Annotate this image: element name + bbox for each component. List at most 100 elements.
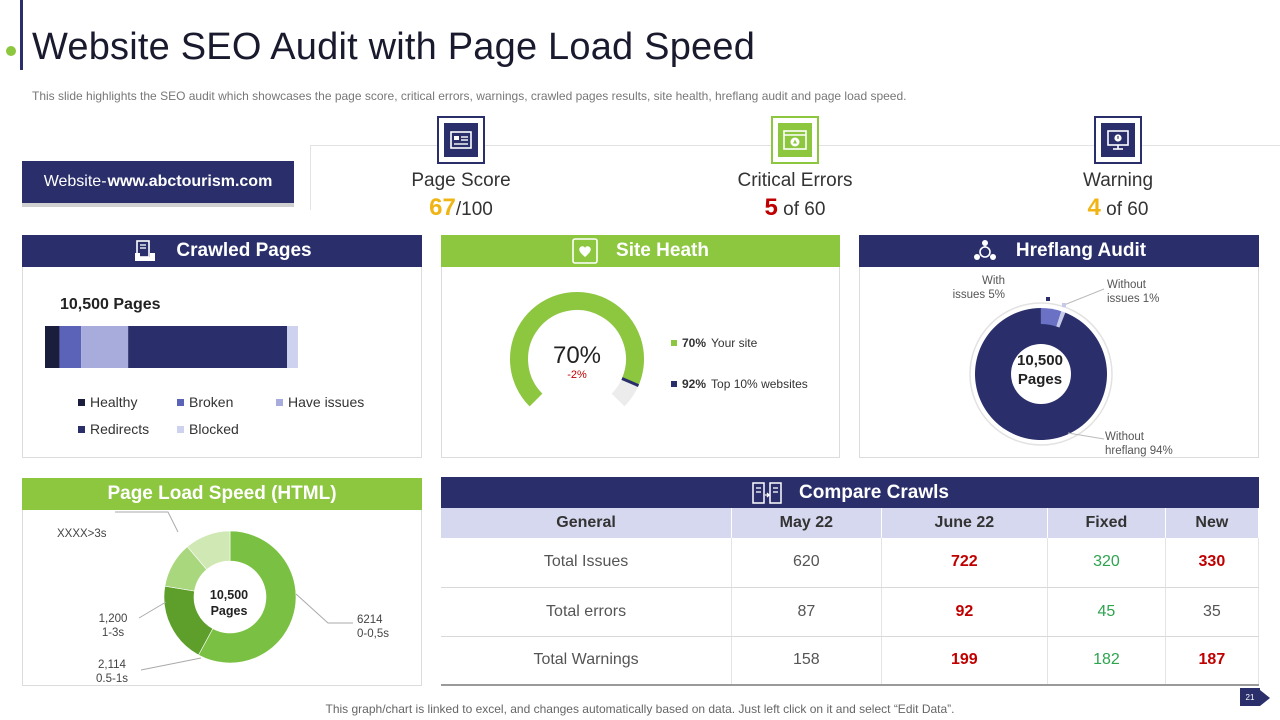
speed-label-fastest: 6214 0-0,5s	[357, 614, 389, 640]
hreflang-outer-ring	[969, 302, 1113, 446]
hreflang-leader-without-hreflang	[1067, 432, 1105, 440]
speed-leader-slow	[115, 511, 179, 533]
table-row: Total errors 87 92 45 35	[441, 587, 1260, 637]
scorecard-icon	[437, 116, 485, 164]
cell-may: 87	[731, 587, 882, 637]
cell-fixed: 45	[1047, 587, 1166, 637]
cell-new: 187	[1165, 636, 1260, 686]
compare-crawls-table: General May 22 June 22 Fixed New Total I…	[441, 508, 1260, 686]
kpi-warning: Warning 4 of 60	[998, 116, 1238, 222]
legend-top-websites: 92% Top 10% websites	[671, 377, 808, 391]
kpi-critical-errors-value: 5 of 60	[764, 194, 826, 221]
legend-redirects: Redirects	[78, 421, 149, 437]
page-subtitle: This slide highlights the SEO audit whic…	[32, 89, 907, 103]
table-row: Total Issues 620 722 320 330	[441, 538, 1260, 588]
site-health-gauge	[510, 292, 644, 407]
crawled-pages-title: Crawled Pages	[176, 240, 312, 261]
page-load-speed-panel: Page Load Speed (HTML) 10,500 Pages XXXX>…	[22, 478, 422, 686]
cell-june: 199	[881, 636, 1049, 686]
crawled-pages-header: Crawled Pages	[22, 235, 422, 267]
kpi-page-score: Page Score 67/100	[341, 116, 581, 222]
cell-new: 330	[1165, 538, 1260, 588]
title-accent-dot	[6, 46, 16, 56]
row-label: Total Warnings	[441, 636, 733, 686]
col-fixed: Fixed	[1047, 508, 1166, 538]
site-health-header: Site Heath	[441, 235, 840, 267]
hreflang-center-disc	[1011, 344, 1071, 404]
cell-fixed: 182	[1047, 636, 1166, 686]
bar-segment-have-issues	[81, 326, 129, 368]
legend-your-site: 70% Your site	[671, 336, 757, 350]
cell-fixed: 320	[1047, 538, 1166, 588]
monitor-warning-icon	[1094, 116, 1142, 164]
document-icon	[132, 239, 158, 263]
title-accent-bar	[20, 0, 23, 70]
speed-label-slow: XXXX>3s	[57, 528, 107, 540]
hreflang-donut-chart	[969, 288, 1113, 446]
speed-donut-hole	[194, 561, 266, 633]
crawled-pages-total: 10,500 Pages	[60, 296, 161, 313]
page-load-speed-donut-chart	[115, 511, 353, 671]
row-label: Total Issues	[441, 538, 733, 588]
hreflang-audit-panel: Hreflang Audit 10,500 Pages With issues 5%…	[859, 235, 1259, 458]
kpi-critical-errors-label: Critical Errors	[737, 170, 853, 191]
heart-monitor-icon	[572, 238, 598, 264]
kpi-page-score-label: Page Score	[411, 170, 511, 191]
site-health-panel: Site Heath 70% -2% 70% Your site 92% Top 1…	[441, 235, 840, 458]
legend-broken: Broken	[177, 394, 233, 410]
page-number-arrow	[1260, 690, 1270, 706]
kpi-critical-errors: Critical Errors 5 of 60	[675, 116, 915, 222]
col-june: June 22	[881, 508, 1049, 538]
col-new: New	[1165, 508, 1260, 538]
hreflang-audit-header: Hreflang Audit	[859, 235, 1259, 267]
hreflang-leader-without-issues	[1063, 288, 1105, 306]
col-general: General	[441, 508, 733, 538]
cell-june: 722	[881, 538, 1049, 588]
speed-leader-fastest	[295, 593, 353, 624]
gauge-marker-top-websites	[621, 377, 640, 387]
col-may: May 22	[731, 508, 882, 538]
bar-segment-broken	[59, 326, 82, 368]
bar-segment-blocked	[287, 326, 298, 368]
speed-label-fast: 2,114 0.5-1s	[96, 659, 128, 685]
hreflang-label-without-hreflang: Without hreflang 94%	[1105, 431, 1173, 457]
network-people-icon	[972, 239, 998, 263]
speed-leader-fast	[140, 657, 202, 671]
table-header-row: General May 22 June 22 Fixed New	[441, 508, 1260, 538]
speed-leader-mid	[138, 601, 167, 619]
hreflang-label-without-issues: Without issues 1%	[1107, 279, 1160, 305]
hreflang-marker-without-hreflang	[1064, 430, 1068, 434]
website-prefix: Website-	[43, 173, 107, 190]
website-url: www.abctourism.com	[107, 173, 273, 190]
kpi-frame-line-vertical	[310, 145, 311, 210]
page-load-speed-header: Page Load Speed (HTML)	[22, 478, 422, 510]
legend-healthy: Healthy	[78, 394, 137, 410]
page-load-speed-title: Page Load Speed (HTML)	[107, 483, 337, 504]
hreflang-center-label: 10,500 Pages	[1017, 352, 1063, 388]
compare-crawls-header: Compare Crawls	[441, 477, 1259, 508]
speed-label-mid: 1,200 1-3s	[98, 613, 128, 639]
compare-crawls-title: Compare Crawls	[799, 481, 949, 503]
site-health-title: Site Heath	[616, 240, 709, 261]
cell-new: 35	[1165, 587, 1260, 637]
page-number: 21	[1240, 688, 1260, 706]
hreflang-label-with-issues: With issues 5%	[952, 275, 1005, 301]
cell-may: 158	[731, 636, 882, 686]
kpi-page-score-value: 67/100	[429, 194, 493, 221]
site-health-center-value: 70%	[552, 342, 602, 369]
page-load-center-label: 10,500 Pages	[209, 588, 249, 618]
cell-may: 620	[731, 538, 882, 588]
legend-have-issues: Have issues	[276, 394, 364, 410]
crawled-pages-bar-chart	[45, 326, 298, 368]
row-label: Total errors	[441, 587, 733, 637]
table-row: Total Warnings 158 199 182 187	[441, 636, 1260, 686]
cell-june: 92	[881, 587, 1049, 637]
site-health-center-delta: -2%	[567, 369, 587, 381]
hreflang-marker-with-issues	[1046, 297, 1050, 301]
hreflang-audit-title: Hreflang Audit	[1015, 240, 1147, 261]
bar-segment-redirects	[128, 326, 288, 368]
footer-note: This graph/chart is linked to excel, and…	[325, 702, 955, 716]
page-title: Website SEO Audit with Page Load Speed	[32, 26, 756, 68]
crawled-pages-panel: Crawled Pages 10,500 Pages Healthy Broke…	[22, 235, 422, 458]
legend-blocked: Blocked	[177, 421, 239, 437]
